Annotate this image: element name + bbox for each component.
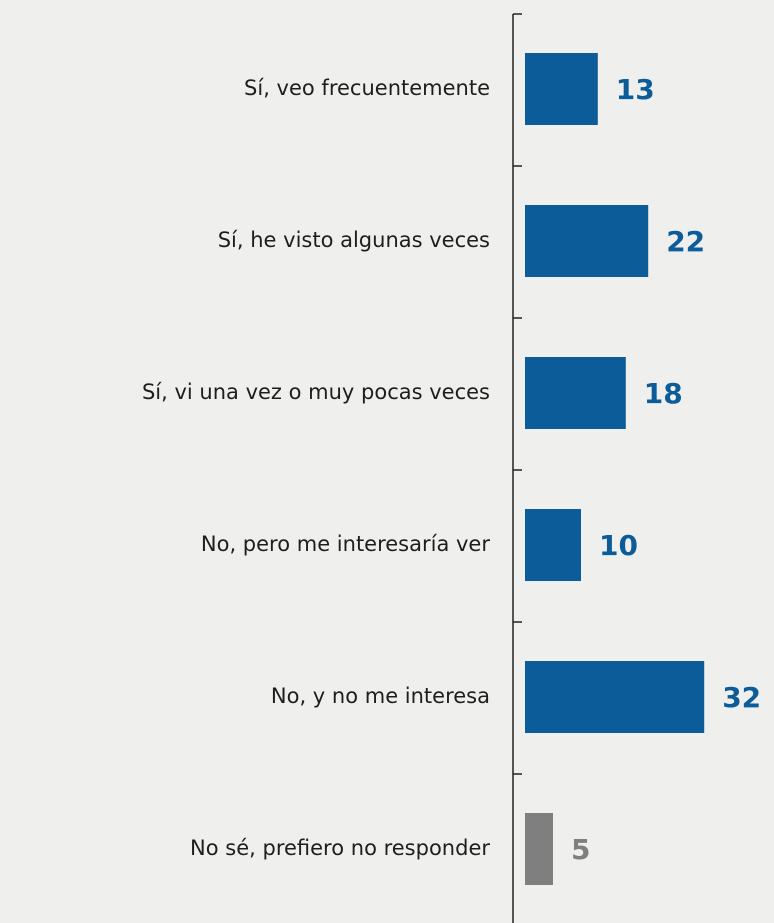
value-label: 10 (599, 529, 638, 562)
value-label: 5 (571, 833, 590, 866)
value-label: 32 (722, 681, 761, 714)
category-label: Sí, veo frecuentemente (244, 76, 490, 100)
category-label: Sí, he visto algunas veces (218, 228, 490, 252)
category-label: No sé, prefiero no responder (190, 836, 490, 860)
category-label: No, y no me interesa (271, 684, 490, 708)
value-label: 13 (616, 73, 655, 106)
bar (525, 661, 705, 733)
bar (525, 509, 581, 581)
bar (525, 813, 553, 885)
category-label: Sí, vi una vez o muy pocas veces (142, 380, 490, 404)
bar (525, 205, 649, 277)
bar (525, 53, 598, 125)
value-label: 18 (644, 377, 683, 410)
value-label: 22 (666, 225, 705, 258)
bar (525, 357, 626, 429)
category-label: No, pero me interesaría ver (201, 532, 490, 556)
